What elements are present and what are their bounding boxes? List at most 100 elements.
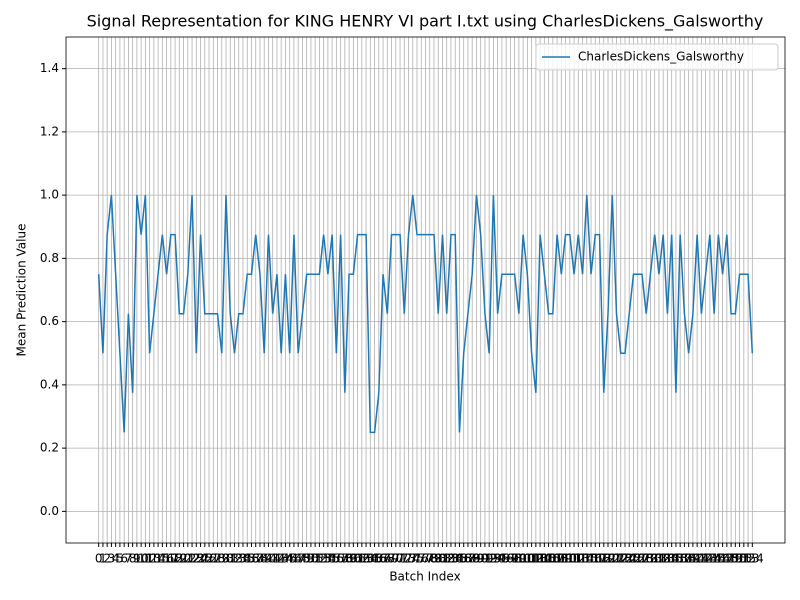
x-tick-label: 5 [116,552,124,566]
x-tick-label: 24 [193,552,208,566]
x-tick-label: 21 [180,552,195,566]
x-tick-label: 74 [405,552,420,566]
y-tick-label: 0.4 [40,377,59,391]
x-tick-label: 25 [197,552,212,566]
x-tick-label: 75 [409,552,424,566]
y-tick-label: 1.2 [40,124,59,138]
x-tick-label: 77 [418,552,433,566]
x-tick-label: 116 [580,552,603,566]
x-tick-label: 41 [265,552,280,566]
x-tick-label: 60 [346,552,361,566]
y-tick-label: 0.2 [40,441,59,455]
x-tick-label: 3 [108,552,116,566]
x-tick-label: 132 [647,552,670,566]
x-tick-label: 109 [550,552,573,566]
legend-box [535,43,779,71]
x-tick-label: 48 [295,552,310,566]
x-tick-label: 81 [435,552,450,566]
x-tick-label: 53 [316,552,331,566]
x-tick-label: 20 [176,552,191,566]
x-tick-label: 47 [291,552,306,566]
x-tick-label: 12 [142,552,157,566]
x-tick-label: 125 [618,552,641,566]
x-tick-label: 106 [537,552,560,566]
x-tick-label: 40 [261,552,276,566]
x-tick-label: 59 [341,552,356,566]
x-tick-label: 28 [210,552,225,566]
x-tick-label: 95 [494,552,509,566]
x-tick-label: 11 [138,552,153,566]
x-tick-label: 94 [490,552,505,566]
x-tick-label: 97 [503,552,518,566]
y-tick-label: 0.6 [40,314,59,328]
x-tick-label: 34 [235,552,250,566]
x-tick-label: 67 [375,552,390,566]
x-tick-label: 22 [184,552,199,566]
x-tick-label: 71 [392,552,407,566]
chart-title: Signal Representation for KING HENRY VI … [87,12,764,32]
y-tick-label: 0.8 [40,251,59,265]
x-tick-label: 62 [354,552,369,566]
x-tick-label: 92 [482,552,497,566]
x-tick-label: 130 [639,552,662,566]
x-tick-label: 35 [240,552,255,566]
x-tick-label: 9 [133,552,141,566]
x-tick-label: 90 [473,552,488,566]
x-tick-label: 102 [520,552,543,566]
x-tick-label: 57 [333,552,348,566]
x-tick-label: 82 [439,552,454,566]
x-tick-label: 137 [669,552,692,566]
x-tick-label: 65 [367,552,382,566]
x-tick-label: 113 [567,552,590,566]
x-axis-label: Batch Index [389,570,460,584]
x-tick-label: 14 [150,552,165,566]
x-tick-label: 89 [469,552,484,566]
y-tick-label: 0.0 [40,504,59,518]
x-tick-label: 2 [103,552,111,566]
x-tick-label: 143 [694,552,717,566]
x-tick-label: 152 [732,552,755,566]
x-tick-label: 117 [584,552,607,566]
x-tick-label: 32 [227,552,242,566]
x-tick-label: 142 [690,552,713,566]
x-tick-label: 120 [597,552,620,566]
x-tick-label: 50 [303,552,318,566]
x-tick-label: 13 [146,552,161,566]
x-tick-label: 78 [422,552,437,566]
x-tick-label: 91 [477,552,492,566]
x-tick-label: 16 [159,552,174,566]
x-tick-label: 110 [554,552,577,566]
x-tick-label: 115 [575,552,598,566]
line-series [97,195,754,434]
x-tick-label: 150 [724,552,747,566]
x-tick-label: 52 [312,552,327,566]
x-tick-label: 73 [401,552,416,566]
x-tick-label: 29 [214,552,229,566]
x-tick-label: 112 [563,552,586,566]
x-tick-label: 114 [571,552,594,566]
x-tick-label: 7 [125,552,133,566]
x-tick-label: 105 [533,552,556,566]
x-tick-label: 39 [257,552,272,566]
x-tick-label: 8 [129,552,137,566]
x-tick-label: 36 [244,552,259,566]
x-tick-label: 128 [631,552,654,566]
x-tick-label: 147 [711,552,734,566]
x-tick-label: 146 [707,552,730,566]
x-tick-label: 123 [609,552,632,566]
x-tick-label: 87 [460,552,475,566]
x-tick-label: 118 [588,552,611,566]
x-tick-label: 54 [320,552,335,566]
x-tick-label: 108 [546,552,569,566]
x-tick-label: 153 [737,552,760,566]
y-tick-label: 1.4 [40,61,59,75]
x-tick-label: 49 [299,552,314,566]
x-tick-label: 31 [223,552,238,566]
x-tick-label: 51 [308,552,323,566]
x-tick-label: 141 [686,552,709,566]
legend-label: CharlesDickens_Galsworthy [578,50,744,64]
x-tick-label: 30 [218,552,233,566]
x-tick-label: 46 [286,552,301,566]
x-tick-label: 44 [278,552,293,566]
